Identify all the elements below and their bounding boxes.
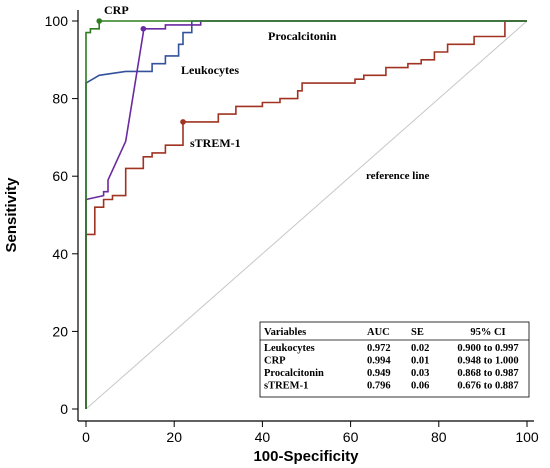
table-cell: 0.06 [411, 381, 429, 392]
label-leukocytes: Leukocytes [181, 63, 239, 77]
table-cell: sTREM-1 [264, 381, 308, 392]
table-cell: 0.948 to 1.000 [457, 356, 518, 367]
label-procalcitonin: Procalcitonin [268, 29, 337, 43]
table-cell: Procalcitonin [264, 368, 324, 379]
y-tick-label: 80 [52, 91, 68, 107]
table-header-cell: AUC [367, 327, 390, 338]
table-cell: 0.900 to 0.997 [457, 343, 518, 354]
x-tick-label: 40 [255, 429, 271, 445]
series-line-leukocytes [85, 20, 527, 409]
auc-table: Variables AUC SE 95% CI Leukocytes 0.972 0.02 0… [259, 321, 530, 398]
reference-line [85, 20, 528, 410]
y-tick-label: 100 [45, 13, 69, 29]
auc-table-box [259, 321, 530, 398]
table-cell: 0.676 to 0.887 [457, 381, 518, 392]
series-line-strem-1 [85, 20, 527, 409]
y-tick-label: 0 [60, 401, 68, 417]
y-tick-label: 60 [52, 168, 68, 184]
x-tick-label: 100 [515, 429, 539, 445]
x-axis-title: 100-Specificity [253, 448, 359, 465]
series-marker-strem-1 [180, 119, 186, 125]
table-header-cell: Variables [264, 327, 306, 338]
x-tick-label: 60 [343, 429, 359, 445]
table-cell: 0.01 [411, 356, 429, 367]
label-crp: CRP [104, 3, 129, 17]
table-cell: 0.796 [367, 381, 391, 392]
y-tick-label: 20 [52, 323, 68, 339]
table-header-cell: SE [411, 327, 424, 338]
label-strem1: sTREM-1 [190, 136, 241, 150]
x-tick-label: 20 [166, 429, 182, 445]
table-cell: 0.994 [367, 356, 391, 367]
y-tick-label: 40 [52, 246, 68, 262]
x-tick-label: 0 [82, 429, 90, 445]
table-cell: 0.02 [411, 343, 429, 354]
label-reference-line: reference line [366, 170, 430, 182]
table-cell: 0.868 to 0.987 [457, 368, 518, 379]
table-cell: 0.949 [367, 368, 391, 379]
y-axis-title: Sensitivity [3, 177, 20, 253]
table-header-cell: 95% CI [470, 327, 505, 338]
series-marker-crp [96, 18, 103, 24]
table-cell: 0.03 [411, 368, 429, 379]
series-marker-procalcitonin [140, 25, 147, 32]
table-cell: Leukocytes [264, 343, 315, 354]
table-cell: 0.972 [367, 343, 391, 354]
table-cell: CRP [264, 356, 286, 367]
x-tick-label: 80 [431, 429, 447, 445]
series-line-procalcitonin [85, 20, 527, 409]
